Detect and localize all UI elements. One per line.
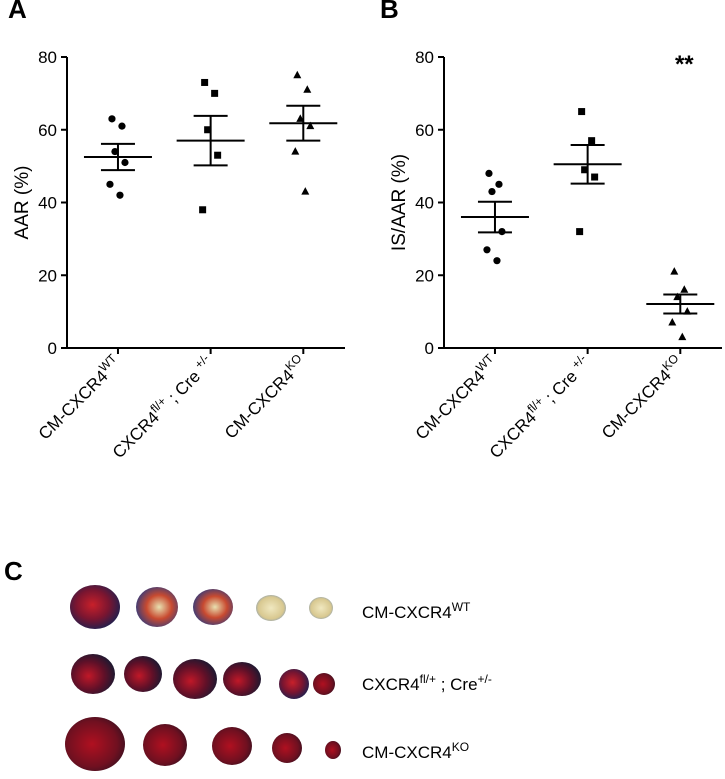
- point: [493, 257, 501, 265]
- point: [108, 115, 116, 123]
- y-tick-label: 40: [38, 194, 57, 213]
- y-tick-label: 20: [415, 266, 434, 285]
- point: [211, 89, 219, 97]
- panel-label: A: [8, 0, 27, 24]
- row-label-part: WT: [452, 600, 471, 614]
- point: [578, 108, 586, 116]
- point: [588, 137, 596, 145]
- heart-slices: [65, 585, 341, 771]
- row-label-part: CM-CXCR4: [362, 603, 452, 622]
- point: [670, 267, 679, 275]
- x-tick-label-part: CM-CXCR4: [221, 366, 298, 443]
- row-label-part: CM-CXCR4: [362, 743, 452, 762]
- point: [485, 169, 493, 177]
- point: [668, 318, 677, 326]
- x-tick-label-part: CM-CXCR4: [35, 367, 112, 444]
- point: [201, 78, 209, 86]
- point: [306, 121, 315, 130]
- point: [111, 147, 119, 156]
- x-tick-label: CM-CXCR4WT: [33, 351, 126, 444]
- point: [495, 180, 503, 188]
- x-tick-label: CXCR4fl/+ ; Cre +/-: [107, 351, 218, 462]
- panel-label: C: [4, 556, 23, 586]
- panel-label: B: [380, 0, 399, 24]
- point: [488, 187, 496, 196]
- annotation: **: [675, 51, 694, 78]
- point: [680, 285, 689, 293]
- x-tick-label-part: CXCR4: [109, 408, 163, 462]
- row-label-part: ; Cre: [436, 675, 478, 694]
- y-tick-label: 0: [425, 339, 434, 358]
- point: [199, 206, 207, 214]
- point: [678, 332, 687, 341]
- row-label: CXCR4fl/+ ; Cre+/-: [362, 672, 492, 694]
- point: [591, 173, 599, 181]
- y-tick-label: 60: [38, 121, 57, 140]
- y-tick-label: 80: [415, 48, 434, 67]
- point: [303, 85, 312, 93]
- point: [118, 122, 126, 130]
- point: [214, 151, 222, 159]
- y-tick-label: 20: [38, 266, 57, 285]
- x-tick-label-part: CM-CXCR4: [598, 366, 675, 443]
- point: [121, 158, 129, 167]
- y-axis-label: AAR (%): [12, 166, 33, 240]
- x-tick-label-part: CM-CXCR4: [412, 367, 489, 444]
- point: [116, 191, 124, 199]
- point: [291, 147, 300, 155]
- point: [483, 246, 491, 254]
- point: [293, 70, 302, 79]
- row-label-part: CXCR4: [362, 675, 420, 694]
- y-tick-label: 60: [415, 121, 434, 140]
- row-label: CM-CXCR4KO: [362, 740, 469, 762]
- y-axis-label: IS/AAR (%): [389, 154, 410, 251]
- x-tick-label: CM-CXCR4WT: [410, 351, 503, 444]
- point: [581, 166, 589, 174]
- row-label-part: fl/+: [420, 672, 436, 686]
- point: [106, 180, 114, 188]
- y-tick-label: 0: [48, 339, 57, 358]
- x-tick-label: CM-CXCR4KO: [596, 351, 687, 442]
- x-tick-label-part: CXCR4: [486, 408, 540, 462]
- x-tick-label: CM-CXCR4KO: [219, 351, 310, 442]
- point: [204, 126, 212, 134]
- row-label-part: +/-: [478, 672, 492, 686]
- row-label-part: KO: [452, 740, 469, 754]
- x-tick-label: CXCR4fl/+ ; Cre +/-: [484, 351, 595, 462]
- point: [576, 228, 584, 236]
- y-tick-label: 40: [415, 194, 434, 213]
- point: [301, 187, 310, 195]
- y-tick-label: 80: [38, 48, 57, 67]
- row-label: CM-CXCR4WT: [362, 600, 471, 622]
